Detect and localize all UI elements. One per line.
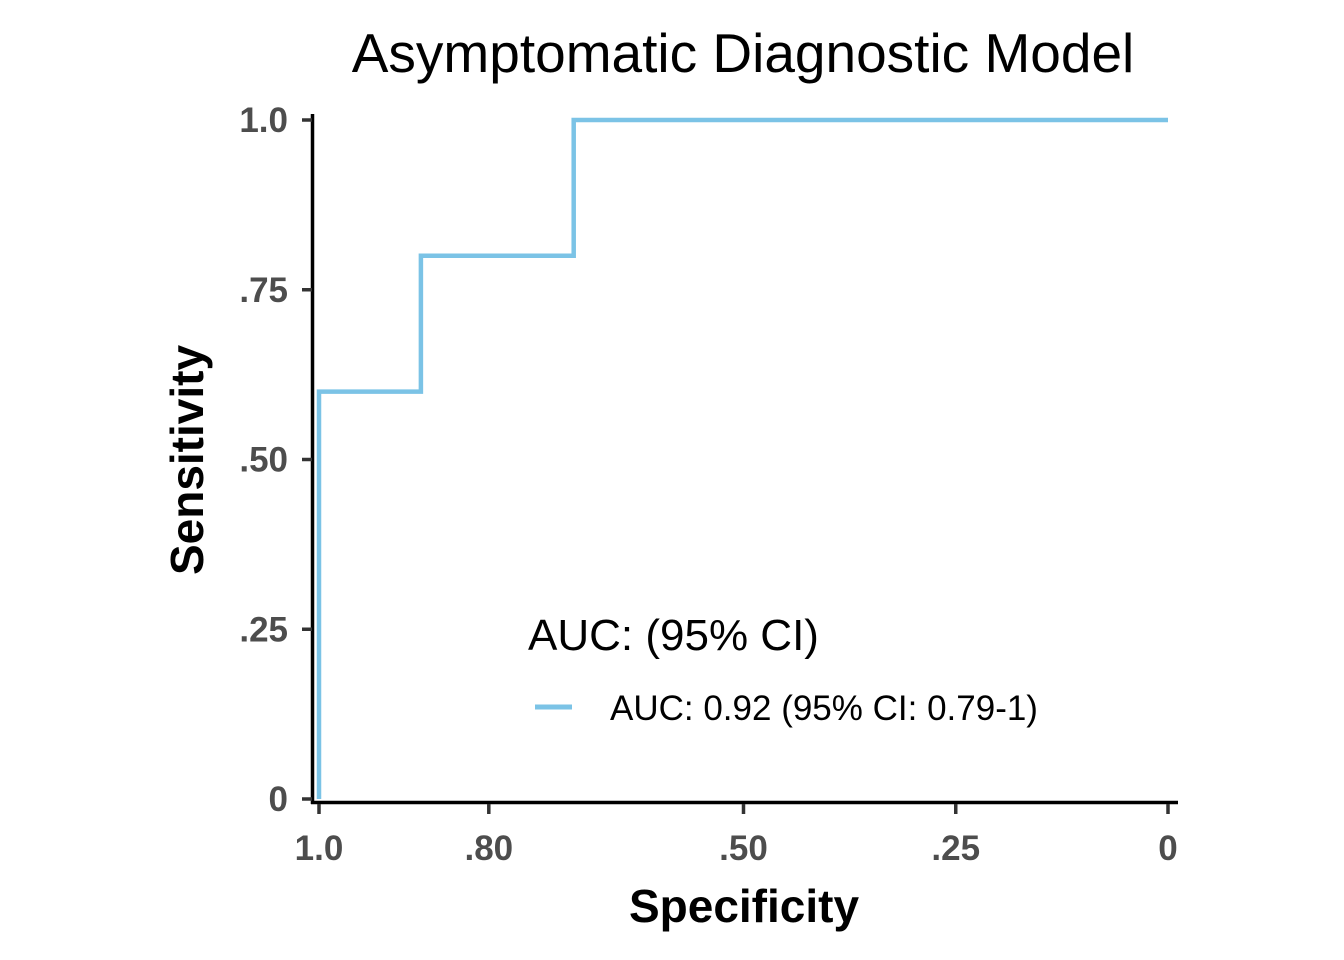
y-ticks: 0 .25 .50 .75 1.0 [239, 101, 312, 819]
x-tick-label: 0 [1158, 829, 1177, 868]
y-tick-label: .50 [239, 441, 288, 480]
axes [310, 114, 1178, 805]
chart-title: Asymptomatic Diagnostic Model [352, 22, 1135, 84]
x-ticks: 1.0 .80 .50 .25 0 [295, 804, 1178, 868]
x-tick-label: 1.0 [295, 829, 344, 868]
legend-title: AUC: (95% CI) [528, 611, 819, 660]
y-tick-label: 0 [269, 780, 288, 819]
roc-curve-line [316, 117, 1168, 799]
legend-label: AUC: 0.92 (95% CI: 0.79-1) [610, 689, 1038, 728]
series-layer [316, 117, 1168, 799]
legend: AUC: (95% CI) AUC: 0.92 (95% CI: 0.79-1) [528, 611, 1038, 728]
y-tick-label: .75 [239, 271, 288, 310]
x-tick-label: .50 [719, 829, 768, 868]
y-tick-label: .25 [239, 610, 288, 649]
x-tick-label: .25 [931, 829, 980, 868]
y-tick-label: 1.0 [239, 101, 288, 140]
x-tick-label: .80 [464, 829, 513, 868]
y-axis-title: Sensitivity [161, 345, 213, 576]
x-axis-title: Specificity [629, 880, 860, 932]
